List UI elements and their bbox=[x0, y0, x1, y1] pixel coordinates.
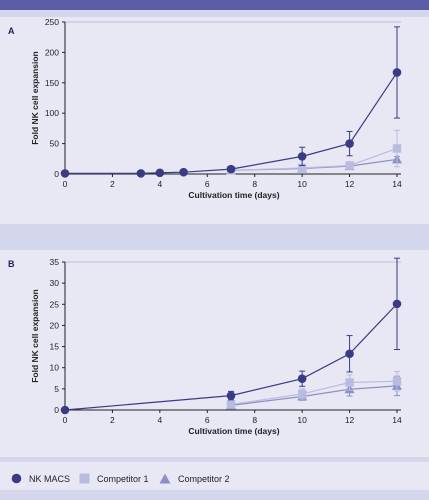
panel-label: A bbox=[8, 26, 15, 36]
data-point bbox=[297, 152, 307, 161]
series-line-0 bbox=[65, 72, 398, 174]
y-axis-title: Fold NK cell expansion bbox=[30, 51, 40, 145]
x-axis-title: Cultivation time (days) bbox=[188, 190, 279, 200]
series-line-2 bbox=[230, 385, 398, 406]
y-tick-label: 15 bbox=[50, 342, 60, 352]
data-point bbox=[297, 389, 307, 399]
data-point bbox=[392, 377, 402, 386]
data-point bbox=[345, 139, 354, 148]
bottom-band bbox=[0, 490, 429, 500]
x-tick-label: 0 bbox=[63, 415, 68, 425]
legend-label: Competitor 2 bbox=[178, 473, 230, 484]
data-point bbox=[60, 405, 70, 415]
data-point bbox=[60, 169, 70, 178]
x-tick-label: 2 bbox=[110, 415, 115, 425]
circle-marker-icon bbox=[11, 473, 22, 484]
y-tick-label: 0 bbox=[54, 405, 59, 415]
x-tick-label: 6 bbox=[205, 415, 210, 425]
y-tick-label: 30 bbox=[50, 278, 60, 288]
data-point bbox=[297, 374, 307, 384]
x-tick-label: 4 bbox=[157, 179, 162, 189]
y-tick-label: 250 bbox=[45, 17, 59, 27]
legend-label: Competitor 1 bbox=[97, 473, 149, 484]
data-point bbox=[345, 349, 354, 359]
legend-item-competitor-1: Competitor 1 bbox=[79, 473, 149, 484]
x-tick-label: 12 bbox=[345, 179, 355, 189]
y-axis-title: Fold NK cell expansion bbox=[30, 289, 40, 383]
x-tick-label: 6 bbox=[205, 179, 210, 189]
y-tick-label: 10 bbox=[50, 363, 60, 373]
legend-label: NK MACS bbox=[29, 473, 71, 484]
y-tick-label: 100 bbox=[45, 108, 59, 118]
series-line-1 bbox=[230, 147, 398, 171]
data-point bbox=[155, 168, 165, 178]
x-tick-label: 14 bbox=[392, 179, 402, 189]
data-point bbox=[345, 161, 354, 170]
data-point bbox=[226, 400, 236, 409]
y-tick-label: 50 bbox=[50, 139, 60, 149]
y-tick-label: 0 bbox=[54, 169, 59, 179]
panel-a: A 0 50 100 150 200 250 0 2 4 6 8 10 12 14 Cultivation t… bbox=[0, 17, 429, 224]
y-tick-label: 150 bbox=[45, 78, 59, 88]
chart-b: B 0 5 10 15 20 25 30 35 0 2 4 6 8 10 12 14 Cultivation ti… bbox=[8, 257, 402, 436]
x-tick-label: 4 bbox=[157, 415, 162, 425]
x-tick-label: 14 bbox=[392, 415, 402, 425]
x-tick-label: 0 bbox=[63, 179, 68, 189]
data-point bbox=[392, 144, 402, 153]
y-tick-label: 5 bbox=[54, 384, 59, 394]
data-point bbox=[345, 378, 354, 387]
triangle-marker-icon bbox=[159, 473, 171, 484]
panel-label: B bbox=[8, 259, 15, 269]
x-tick-label: 8 bbox=[252, 179, 257, 189]
y-tick-label: 25 bbox=[50, 299, 60, 309]
legend-item-nk-macs: NK MACS bbox=[11, 473, 70, 484]
data-point bbox=[226, 164, 236, 174]
x-tick-label: 8 bbox=[252, 415, 257, 425]
series-line-1 bbox=[230, 380, 398, 406]
square-marker-icon bbox=[79, 473, 90, 484]
data-point bbox=[136, 169, 146, 178]
chart-a: A 0 50 100 150 200 250 0 2 4 6 8 10 12 14 Cultivation t… bbox=[8, 17, 402, 200]
data-point bbox=[226, 391, 236, 400]
data-point bbox=[297, 163, 307, 173]
x-tick-label: 2 bbox=[110, 179, 115, 189]
y-tick-label: 200 bbox=[45, 47, 59, 57]
y-tick-label: 20 bbox=[50, 320, 60, 330]
x-tick-label: 12 bbox=[345, 415, 355, 425]
data-point bbox=[392, 299, 402, 309]
legend-item-competitor-2: Competitor 2 bbox=[159, 473, 230, 484]
data-point bbox=[392, 68, 402, 77]
x-axis-title: Cultivation time (days) bbox=[188, 426, 279, 436]
panel-b: B 0 5 10 15 20 25 30 35 0 2 4 6 8 10 12 14 Cultivation ti… bbox=[0, 250, 429, 457]
top-accent-bar bbox=[0, 0, 429, 10]
x-tick-label: 10 bbox=[297, 415, 307, 425]
x-tick-label: 10 bbox=[297, 179, 307, 189]
y-tick-label: 35 bbox=[50, 257, 60, 267]
data-point bbox=[179, 167, 188, 177]
